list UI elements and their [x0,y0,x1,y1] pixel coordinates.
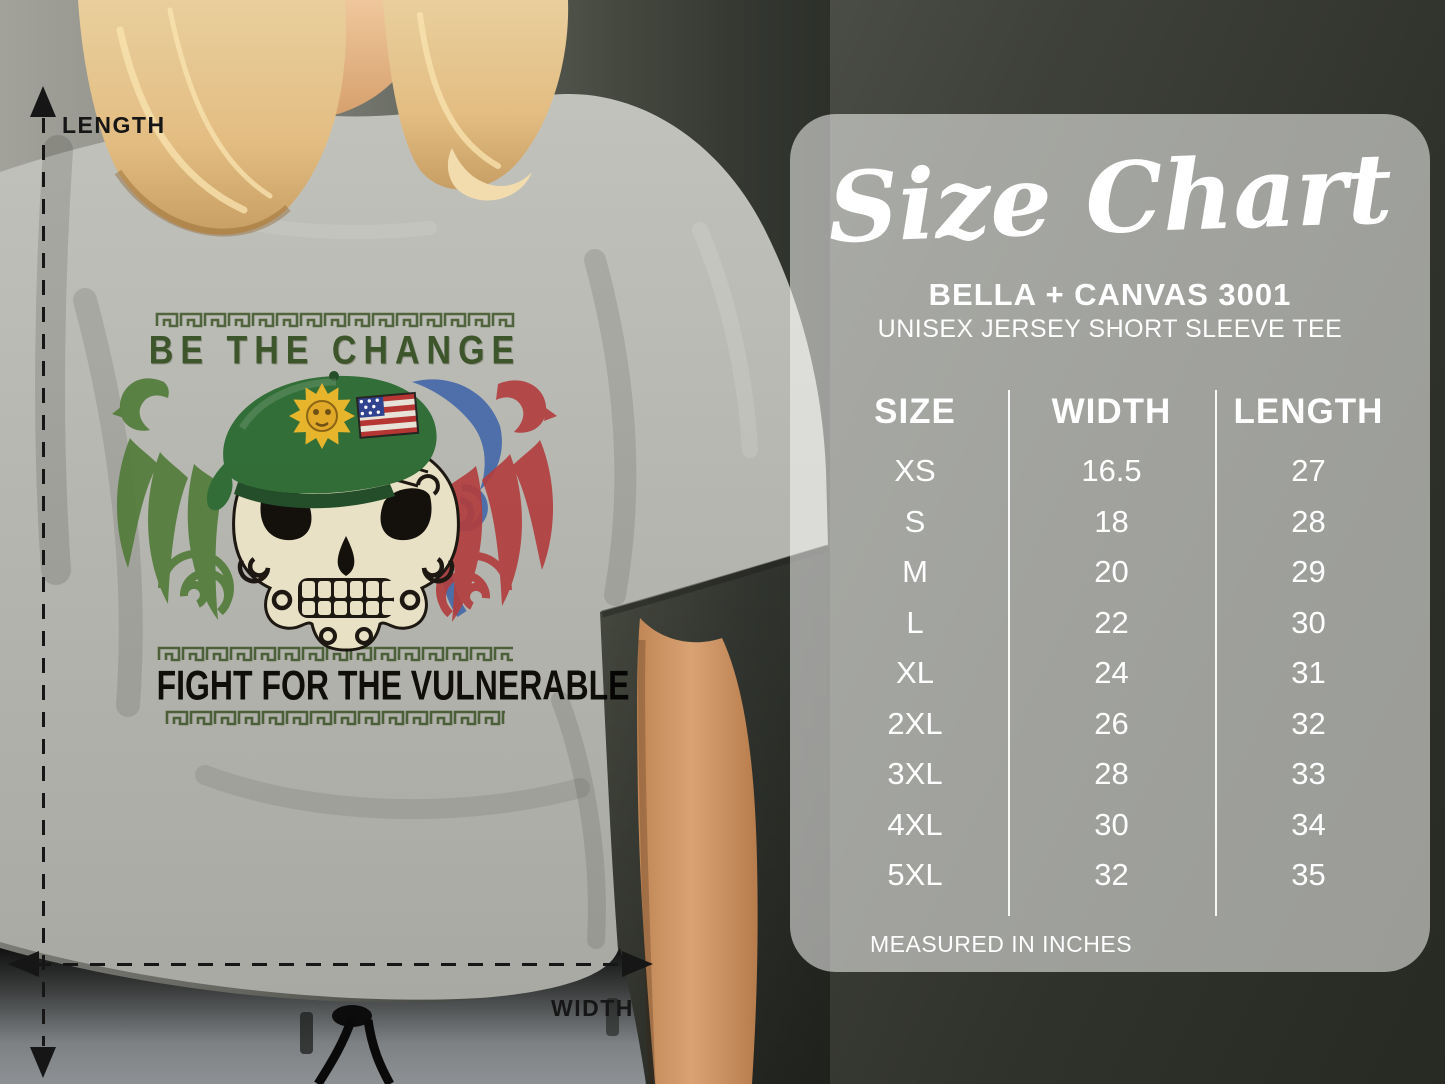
cell-width: 30 [1094,806,1129,842]
cell-width: 22 [1094,604,1129,640]
print-top-text: BE THE CHANGE [148,328,522,373]
cell-length: 34 [1291,806,1326,842]
size-table-row: 2XL 26 32 [790,699,1430,750]
cell-size: 4XL [887,806,943,842]
arm-shadow-edge [638,639,656,1084]
header-size: SIZE [874,392,956,431]
teeth [302,581,395,615]
greek-key-border-bottom [165,710,505,726]
arrow-up-icon [30,86,56,117]
size-chart-panel: Size Chart BELLA + CANVAS 3001 UNISEX JE… [790,114,1430,972]
cell-size: 3XL [887,756,943,792]
skull-beret-graphic [112,371,557,652]
cell-width: 18 [1094,503,1129,539]
drawstring-knot [332,1005,372,1027]
cell-size: S [904,503,926,539]
red-eagle-wing [436,380,557,622]
size-table-row: XL 24 31 [790,648,1430,699]
cell-size: M [902,554,928,590]
length-arrow-label: LENGTH [62,112,166,138]
cell-length: 30 [1291,604,1326,640]
print-bottom-text: FIGHT FOR THE VULNERABLE [156,662,630,710]
greek-key-border-middle [157,646,513,662]
header-length: LENGTH [1233,392,1384,431]
cell-size: 2XL [887,705,943,741]
cell-size: L [906,604,924,640]
cell-length: 27 [1291,453,1326,489]
drawstring-cord [314,1016,357,1084]
cell-size: XS [894,453,936,489]
size-table-row: L 22 30 [790,598,1430,649]
cell-size: XL [896,655,934,691]
cell-width: 26 [1094,705,1129,741]
size-table-row: 4XL 30 34 [790,800,1430,851]
width-arrow-label: WIDTH [551,995,634,1021]
cell-length: 35 [1291,857,1326,893]
tshirt-print-graphic: BE THE CHANGE FIGHT FOR THE VULNERABLE [112,308,630,738]
pants [0,948,646,1084]
cell-length: 31 [1291,655,1326,691]
nose-cavity [337,536,355,576]
size-table-row: 5XL 32 35 [790,850,1430,901]
length-arrow-line [42,118,45,1046]
cell-length: 33 [1291,756,1326,792]
arrow-right-icon [622,951,653,977]
greek-key-border-top [155,312,515,328]
cell-width: 20 [1094,554,1129,590]
header-width: WIDTH [1051,392,1172,431]
drawstring-cord [363,1019,394,1084]
size-table-row: 3XL 28 33 [790,749,1430,800]
cell-length: 28 [1291,503,1326,539]
model-arm [637,618,758,1084]
panel-brand: BELLA + CANVAS 3001 [928,277,1292,312]
size-table-row: XS 16.5 27 [790,446,1430,497]
size-table-row: S 18 28 [790,497,1430,548]
size-table-row: M 20 29 [790,547,1430,598]
measurement-note: MEASURED IN INCHES [870,931,1133,957]
width-arrow-line [36,963,624,966]
cell-length: 29 [1291,554,1326,590]
cheek-swirls [237,557,455,611]
chin-swirls [319,627,373,645]
cell-width: 28 [1094,756,1129,792]
size-table-header: SIZE WIDTH LENGTH [790,390,1430,434]
panel-title: Size Chart [826,131,1394,265]
us-flag-icon [355,391,420,439]
table-divider [1008,390,1010,916]
cell-width: 24 [1094,655,1129,691]
panel-product-name: UNISEX JERSEY SHORT SLEEVE TEE [877,315,1343,343]
arrow-left-icon [8,951,39,977]
cell-width: 16.5 [1081,453,1142,489]
model-hair [78,0,569,237]
cell-size: 5XL [887,857,943,893]
cell-length: 32 [1291,705,1326,741]
size-table: SIZE WIDTH LENGTH XS 16.5 27 S 18 28 M 2… [790,390,1430,916]
table-divider [1215,390,1217,916]
cell-width: 32 [1094,857,1129,893]
aztec-sun-icon [289,383,355,449]
eye-socket-right [380,488,432,541]
arrow-down-icon [30,1047,56,1078]
